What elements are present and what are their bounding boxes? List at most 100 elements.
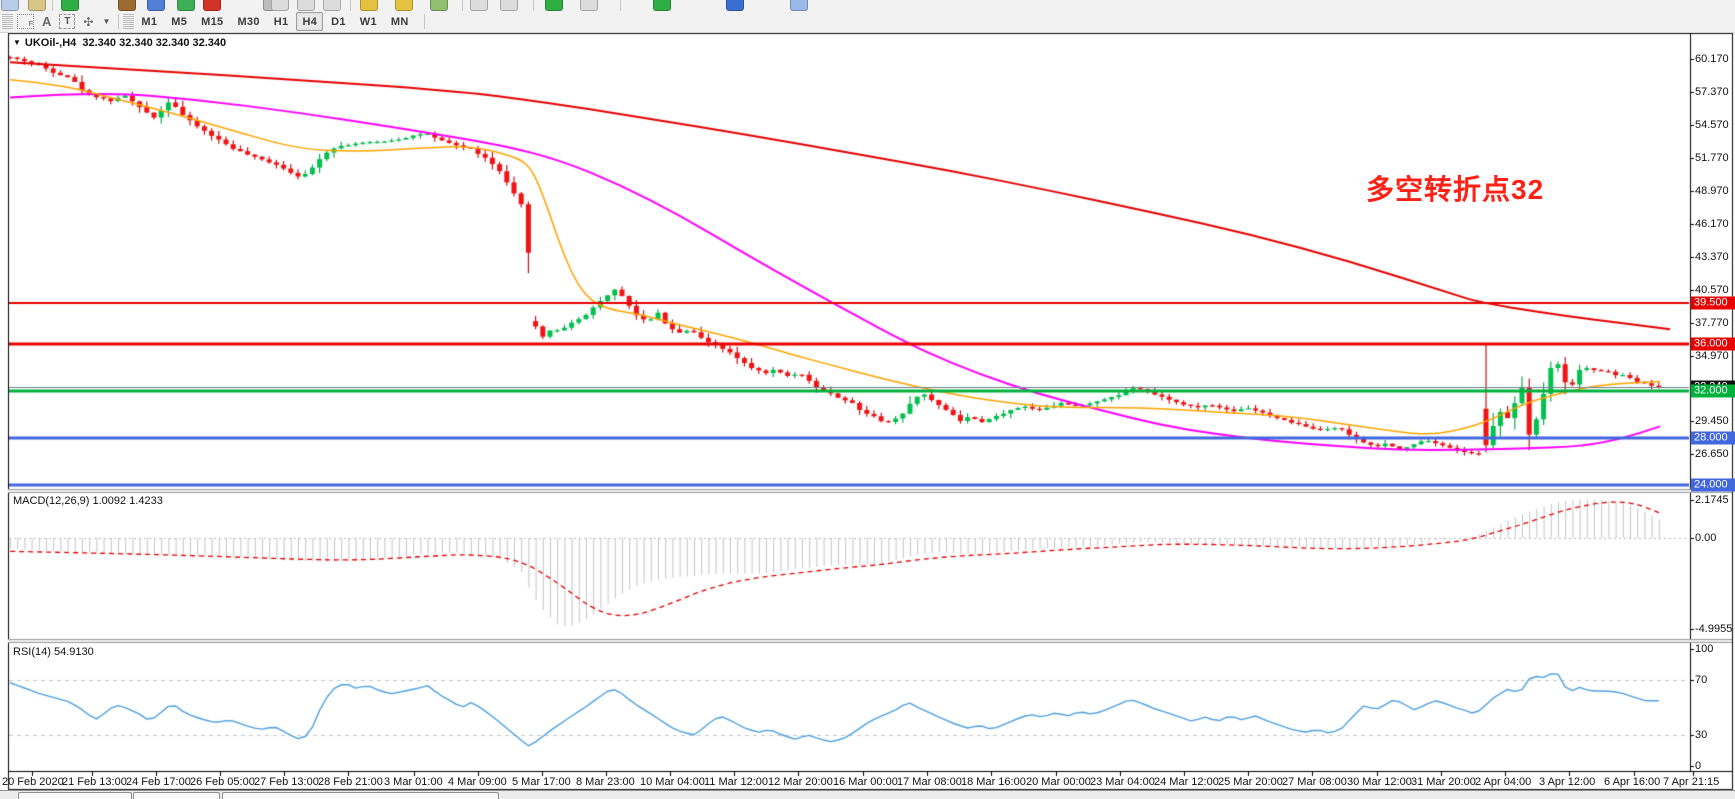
chart-symbol-timeframe: UKOil-,H4 [24,37,77,49]
navigator-icon[interactable] [147,0,165,11]
macd-axis-tick: 0.00 [1695,532,1717,544]
toolbar-grip[interactable] [123,14,135,29]
cursor-button-icon[interactable] [271,0,289,11]
time-axis-label: 3 Apr 12:00 [1539,776,1596,788]
toolbar-separator [423,14,425,29]
time-axis-label: 6 Apr 16:00 [1604,776,1661,788]
template-icon[interactable] [653,0,671,11]
time-axis-label: 7 Apr 21:15 [1663,776,1720,788]
price-level-label: 39.500 [1691,296,1735,310]
chart-title: ▼ UKOil-,H4 32.340 32.340 32.340 32.340 [13,37,226,49]
price-level-label: 24.000 [1691,478,1735,492]
time-axis-label: 30 Mar 12:00 [1347,776,1412,788]
price-axis-tick: 60.170 [1695,53,1729,65]
price-axis-tick: 37.770 [1695,317,1729,329]
timeframe-button-M5[interactable]: M5 [171,15,188,28]
rsi-axis-tick: 70 [1695,674,1708,686]
timeframe-button-W1[interactable]: W1 [359,15,377,28]
time-axis-label: 10 Mar 04:00 [640,776,705,788]
macd-axis-tick: -4.9955 [1695,623,1733,635]
time-axis-label: 3 Mar 01:00 [384,776,443,788]
price-axis-tick: 54.570 [1695,119,1729,131]
expert-icon[interactable] [118,0,136,11]
toolbar-grip[interactable] [2,14,13,29]
new-chart-icon[interactable] [1,0,19,11]
rsi-axis-tick: 30 [1695,729,1708,741]
timeframe-button-H1[interactable]: H1 [273,15,289,28]
period-button-icon[interactable] [580,0,598,11]
text-tool-icon[interactable]: T [59,14,76,29]
draw-channel-icon[interactable] [395,0,413,11]
timeframe-button-H4[interactable]: H4 [296,12,324,31]
globe-icon[interactable] [726,0,744,11]
autotrade-icon[interactable] [177,0,195,11]
price-level-label: 28.000 [1691,431,1735,445]
timeframe-button-D1[interactable]: D1 [331,15,346,28]
draw-fibo-icon[interactable] [430,0,448,11]
chart-tab[interactable] [133,792,220,799]
price-level-label: 32.000 [1691,384,1735,398]
time-axis-label: 20 Mar 00:00 [1026,776,1091,788]
timeframe-button-M30[interactable]: M30 [237,15,260,28]
font-icon[interactable]: A [42,14,52,29]
time-axis-label: 16 Mar 00:00 [833,776,898,788]
dropdown-caret-icon[interactable]: ▼ [102,17,111,26]
timeframe-button-M15[interactable]: M15 [201,15,224,28]
time-axis-label: 24 Mar 12:00 [1154,776,1219,788]
stop-icon[interactable] [203,0,221,11]
toolbar-separator [462,0,463,11]
window-icon[interactable] [790,0,808,11]
price-axis-tick: 51.770 [1695,152,1729,164]
rsi-axis-tick: 100 [1695,643,1714,655]
cursor-modes-icon[interactable]: ✣ [83,14,94,29]
timeframe-button-MN[interactable]: MN [390,15,409,28]
price-axis-tick: 46.170 [1695,218,1729,230]
price-level-label: 36.000 [1691,337,1735,351]
time-axis-label: 12 Mar 20:00 [768,776,833,788]
chart-tab[interactable] [222,792,499,799]
chart-tab-active[interactable] [18,792,132,799]
time-axis-label: 11 Mar 12:00 [704,776,769,788]
price-axis-tick: 34.970 [1695,350,1729,362]
crosshair-button-icon[interactable] [297,0,315,11]
price-axis-tick: 43.370 [1695,251,1729,263]
time-axis-label: 31 Mar 20:00 [1411,776,1476,788]
timeframe-button-M1[interactable]: M1 [141,15,158,28]
price-axis-tick: 57.370 [1695,86,1729,98]
rsi-axis-tick: 0 [1695,760,1702,772]
time-axis-label: 25 Mar 20:00 [1218,776,1283,788]
indicator-add-icon[interactable] [545,0,563,11]
time-axis-label: 4 Mar 09:00 [448,776,507,788]
time-axis-label: 23 Mar 04:00 [1090,776,1155,788]
price-axis-tick: 48.970 [1695,185,1729,197]
time-axis-label: 17 Mar 08:00 [897,776,962,788]
time-axis-label: 27 Mar 08:00 [1282,776,1347,788]
hline-button-icon[interactable] [323,0,341,11]
time-axis-label: 21 Feb 13:00 [62,776,127,788]
shape-button-icon[interactable] [470,0,488,11]
chart-title-collapse-icon[interactable]: ▼ [13,38,21,47]
toolbar-main [0,0,1735,11]
text-button-icon[interactable] [500,0,518,11]
toolbar-separator [350,0,351,11]
time-axis-label: 26 Feb 05:00 [190,776,255,788]
time-axis-label: 2 Apr 04:00 [1475,776,1532,788]
chart-tab-bar [0,790,1735,799]
time-axis-label: 24 Feb 17:00 [126,776,191,788]
toolbar-separator [533,0,534,11]
toolbar-separator [620,0,621,11]
draw-line-icon[interactable] [360,0,378,11]
macd-indicator-label: MACD(12,26,9) 1.0092 1.4233 [13,495,163,507]
chart-text-annotation: 多空转折点32 [1366,174,1545,205]
zoom-icon[interactable] [28,0,46,11]
chart-ohlc-quotes: 32.340 32.340 32.340 32.340 [82,37,227,49]
grid-properties-icon[interactable]: F [17,14,34,29]
macd-axis-tick: 2.1745 [1695,494,1729,506]
price-axis-tick: 40.570 [1695,284,1729,296]
price-axis-tick: 29.450 [1695,415,1729,428]
add-chart-icon[interactable] [61,0,79,11]
toolbar-separator [118,14,120,29]
time-axis-label: 5 Mar 17:00 [512,776,571,788]
